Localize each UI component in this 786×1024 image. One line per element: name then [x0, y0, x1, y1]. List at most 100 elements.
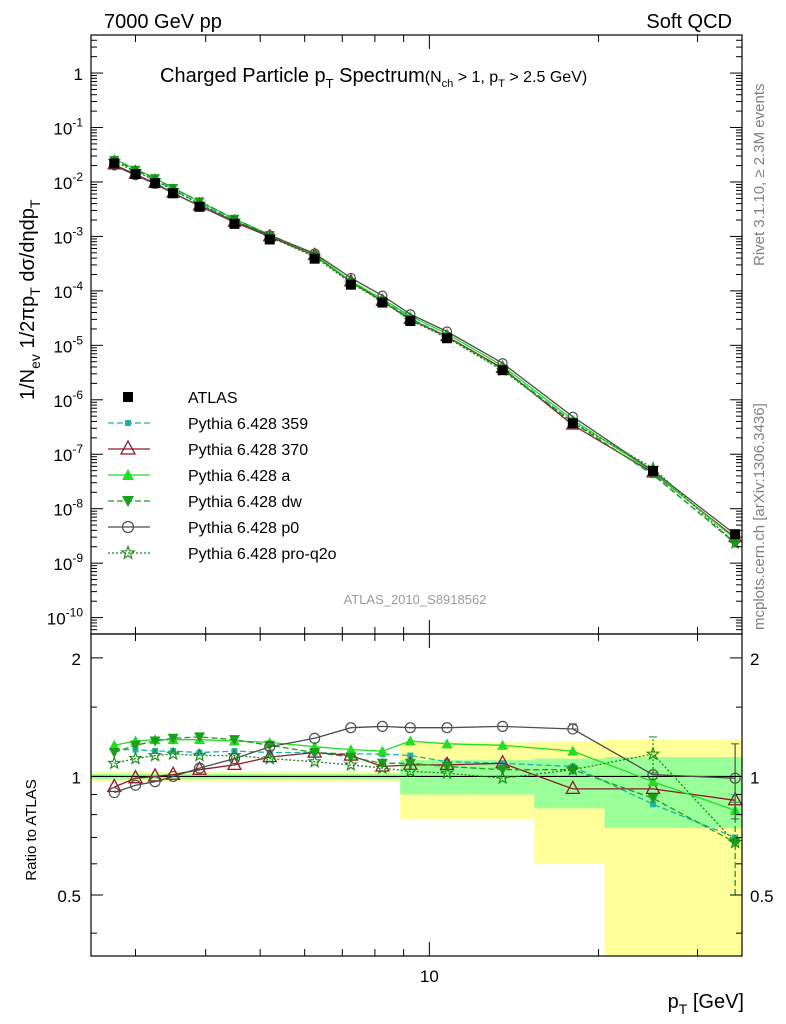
ratio-line: [114, 725, 736, 794]
legend-entry: Pythia 6.428 370: [108, 439, 308, 459]
data-point: [264, 234, 275, 245]
data-point: [121, 520, 135, 534]
legend-entry: Pythia 6.428 p0: [108, 520, 299, 537]
legend-entry: Pythia 6.428 a: [108, 468, 290, 485]
legend-label: Pythia 6.428 dw: [188, 494, 302, 511]
data-point: [129, 779, 142, 791]
data-point: [123, 392, 133, 402]
data-point: [404, 722, 416, 734]
data-point: [309, 748, 321, 759]
data-point: [149, 776, 161, 788]
y-tick-label: 10-4: [53, 279, 83, 302]
ratio-y-tick-label: 1: [72, 768, 81, 787]
data-point: [194, 732, 206, 743]
y-tick-label: 10-1: [53, 116, 83, 139]
series-line: [114, 159, 736, 544]
ratio-y-tick-label: 0.5: [57, 887, 81, 906]
data-point: [309, 253, 320, 264]
ratio-y-tick-label: 2: [72, 650, 81, 669]
legend-label: ATLAS: [188, 390, 238, 407]
series-pythia-6-428-dw: [109, 156, 741, 549]
legend-entry: Pythia 6.428 dw: [108, 494, 302, 511]
legend-entry: Pythia 6.428 pro-q2o: [108, 544, 337, 563]
series-line: [114, 160, 736, 544]
data-point: [170, 748, 177, 755]
data-point: [193, 762, 206, 774]
legend: ATLAS Pythia 6.428 359 Pythia 6.428 370 Pyt…: [108, 390, 337, 563]
data-point: [150, 178, 161, 189]
ratio-line: [114, 748, 736, 839]
legend-entry: Pythia 6.428 359: [108, 416, 308, 433]
ratio-y-tick-label-right: 2: [750, 650, 759, 669]
data-point: [403, 763, 418, 778]
legend-label: Pythia 6.428 359: [188, 416, 308, 433]
series-pythia-6-428-pro-q2o: [107, 154, 742, 550]
data-point: [376, 758, 388, 769]
data-point: [191, 760, 208, 775]
data-point: [497, 739, 509, 750]
data-point: [122, 496, 134, 507]
legend-label: Pythia 6.428 p0: [188, 520, 299, 537]
ratio-line: [114, 739, 736, 812]
main-y-axis-label: 1/Nev 1/2πpT dσ/dηdpT: [17, 199, 43, 400]
main-panel: 1 10-1 10-2 10-3 10-4 10-5 10-6 10-7 10-8 10-9 10-…: [47, 34, 743, 635]
legend-label: Pythia 6.428 370: [188, 442, 308, 459]
chart-title: Charged Particle pT Spectrum(Nch > 1, pT…: [160, 65, 587, 91]
y-tick-label: 10-10: [47, 606, 84, 629]
data-point: [120, 544, 136, 560]
series-atlas: [109, 158, 741, 540]
data-point: [108, 786, 120, 799]
series-line: [114, 165, 736, 535]
ratio-line: [114, 736, 736, 843]
data-point: [108, 739, 120, 750]
data-point: [345, 744, 357, 755]
data-point: [226, 756, 243, 771]
data-point: [107, 755, 122, 770]
data-point: [165, 746, 181, 761]
x-tick-label: 10: [420, 967, 439, 986]
data-point: [127, 769, 144, 784]
legend-label: Pythia 6.428 a: [188, 468, 290, 485]
legend-label: Pythia 6.428 pro-q2o: [188, 546, 337, 563]
data-point: [376, 720, 389, 732]
data-point: [227, 747, 242, 762]
data-point: [128, 751, 143, 765]
data-point: [730, 529, 741, 540]
header-right: Soft QCD: [646, 11, 732, 33]
ratio-panel: 0.5 0.5 1 1 2 2 10: [57, 633, 774, 986]
data-point: [497, 365, 508, 376]
data-point: [345, 279, 356, 290]
data-point: [106, 778, 122, 793]
y-tick-label: 10-3: [53, 224, 83, 247]
data-point: [404, 758, 416, 769]
ratio-y-axis-label: Ratio to ATLAS: [23, 779, 40, 880]
data-point: [129, 740, 141, 751]
data-point: [648, 466, 659, 477]
data-point: [441, 722, 453, 734]
data-point: [567, 418, 578, 429]
data-point: [229, 218, 240, 229]
y-tick-label: 10-5: [53, 333, 83, 356]
data-point: [194, 201, 205, 212]
data-point: [167, 770, 179, 783]
data-point: [228, 735, 240, 746]
data-point: [377, 297, 388, 308]
data-point: [125, 420, 131, 426]
data-point: [168, 188, 179, 199]
data-point: [119, 439, 137, 455]
ratio-frame: [90, 633, 743, 957]
data-point: [345, 722, 357, 734]
data-point: [309, 732, 321, 744]
data-point: [444, 758, 451, 765]
mcplots-label: mcplots.cern.ch [arXiv:1306.3436]: [751, 403, 768, 630]
data-point: [109, 158, 120, 169]
data-point: [647, 793, 659, 804]
data-point: [497, 720, 509, 732]
data-point: [645, 779, 661, 795]
main-frame: [90, 34, 743, 635]
data-point: [130, 169, 141, 180]
data-point: [650, 801, 657, 808]
y-tick-label: 10-7: [53, 442, 83, 465]
data-point: [108, 748, 120, 759]
data-point: [442, 333, 453, 344]
